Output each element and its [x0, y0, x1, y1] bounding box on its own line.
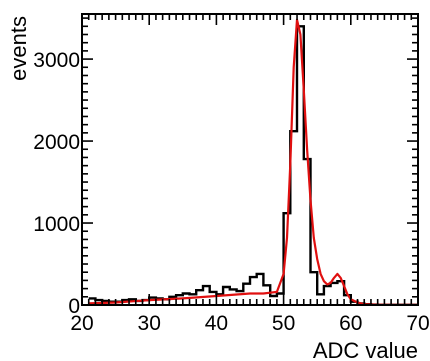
histogram-series: [88, 25, 418, 306]
y-tick-label: 1000: [33, 213, 80, 236]
x-tick-label: 50: [272, 312, 295, 335]
plot-area: [81, 13, 419, 306]
x-tick-label: 70: [406, 312, 429, 335]
y-tick-label: 2000: [33, 131, 80, 154]
x-tick-label: 60: [339, 312, 362, 335]
y-tick-label: 0: [68, 295, 80, 318]
plot-frame: [81, 13, 419, 306]
fit-curve: [88, 18, 418, 306]
y-tick-label: 3000: [33, 49, 80, 72]
x-tick-label: 20: [70, 312, 93, 335]
y-axis-label: events: [6, 16, 31, 81]
x-axis-label: ADC value: [313, 338, 418, 361]
x-tick-label: 30: [138, 312, 161, 335]
x-tick-label: 40: [205, 312, 228, 335]
